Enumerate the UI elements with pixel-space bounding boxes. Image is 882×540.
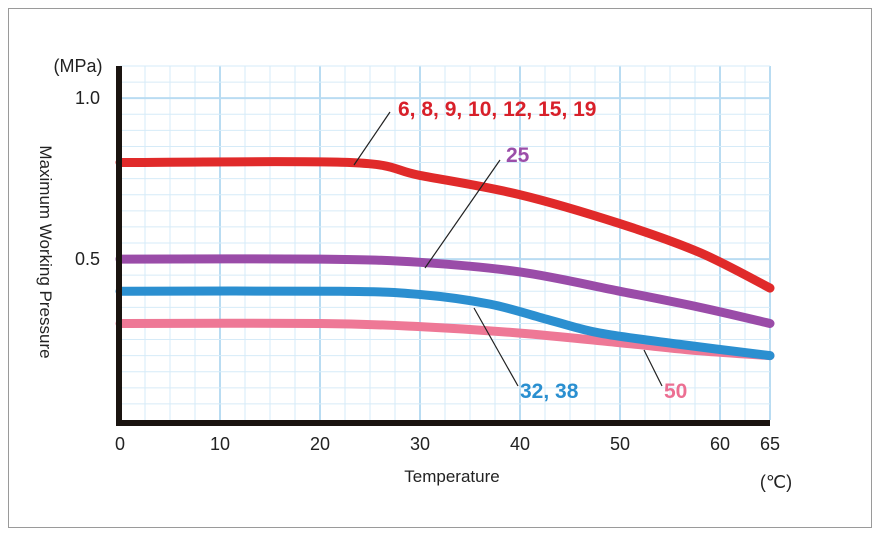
axes xyxy=(116,66,770,426)
x-tick-label: 20 xyxy=(310,434,330,454)
series-label-3: 50 xyxy=(664,380,687,403)
series-leader-line-3 xyxy=(643,349,663,387)
annotations: 6, 8, 9, 10, 12, 15, 19 25 32, 38 50 xyxy=(353,98,687,403)
x-axis-title: Temperature xyxy=(404,467,499,486)
series-line-0 xyxy=(115,157,775,293)
series-line-2 xyxy=(115,286,775,361)
tick-labels: 0 10 20 30 40 50 60 65 0.5 1.0 xyxy=(75,88,780,454)
x-tick-label: 60 xyxy=(710,434,730,454)
series-label-1: 25 xyxy=(506,144,530,167)
series-label-2: 32, 38 xyxy=(520,380,579,403)
y-axis-line xyxy=(116,66,122,426)
y-unit-label: (MPa) xyxy=(54,56,103,76)
series-leader-line-1 xyxy=(424,159,501,269)
x-axis-line xyxy=(116,420,770,426)
series-layer xyxy=(115,157,775,361)
series-leader-line-0 xyxy=(353,111,391,166)
x-tick-label: 65 xyxy=(760,434,780,454)
x-tick-label: 10 xyxy=(210,434,230,454)
y-axis-title: Maximum Working Pressure xyxy=(36,145,55,358)
x-unit-label: (℃) xyxy=(760,472,792,492)
y-tick-label: 1.0 xyxy=(75,88,100,108)
x-tick-label: 40 xyxy=(510,434,530,454)
x-tick-label: 0 xyxy=(115,434,125,454)
x-tick-label: 30 xyxy=(410,434,430,454)
x-tick-label: 50 xyxy=(610,434,630,454)
series-label-0: 6, 8, 9, 10, 12, 15, 19 xyxy=(398,98,597,121)
series-line-1 xyxy=(115,254,775,328)
y-tick-label: 0.5 xyxy=(75,249,100,269)
series-leader-line-2 xyxy=(473,307,519,387)
